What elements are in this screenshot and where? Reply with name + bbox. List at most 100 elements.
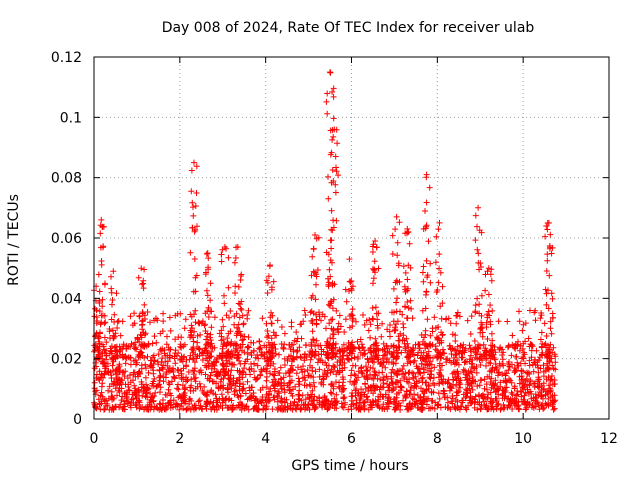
data-point [462,404,469,411]
data-point [270,329,277,336]
data-point [489,307,496,314]
data-point [481,402,488,409]
data-point [224,339,231,346]
data-point [484,336,491,342]
data-point [472,354,479,361]
data-point [474,223,480,230]
data-point [321,313,328,320]
data-point [435,226,442,233]
data-point [341,329,348,335]
data-point [542,233,549,240]
data-point [286,370,293,376]
data-point [126,387,133,393]
data-point [516,308,522,315]
data-point [320,373,327,380]
data-point [448,351,455,357]
data-point [450,354,457,361]
data-point [458,350,465,357]
data-point [143,387,150,394]
data-point [127,313,134,320]
data-point [341,385,347,392]
data-point [516,373,523,380]
data-point [327,401,334,408]
data-point [397,406,404,413]
data-point [474,295,481,302]
data-point [301,357,308,364]
data-point [492,361,499,367]
data-point [177,367,184,374]
data-point [141,301,148,308]
data-point [99,380,106,387]
data-point [348,341,355,348]
data-point [329,259,335,266]
data-point [351,371,358,378]
data-point [477,362,484,368]
data-point [195,320,202,327]
data-point [277,364,284,371]
data-point [342,286,349,293]
data-point [225,396,232,403]
data-point [115,318,122,324]
data-point [549,362,556,369]
data-point [208,324,215,331]
data-point [310,337,317,344]
data-point [373,383,379,390]
data-point [328,179,335,186]
data-point [456,379,463,386]
data-point [232,347,239,354]
data-point [251,361,257,368]
data-point [544,388,551,395]
data-point [471,404,478,411]
data-point [387,398,394,405]
data-point [482,396,489,402]
data-point [514,388,521,394]
data-point [394,239,401,246]
data-point [143,406,150,413]
data-point [176,406,183,413]
data-point [437,269,444,276]
data-point [132,344,139,351]
data-point [310,245,317,252]
data-point [549,314,556,321]
data-point [323,325,329,332]
data-point [527,307,533,314]
data-point [391,327,398,334]
data-point [545,219,552,226]
data-point [547,355,554,362]
data-point [515,406,522,413]
data-point [429,341,436,348]
data-point [507,377,514,384]
data-point [140,310,146,317]
data-point [331,281,338,288]
data-point [394,347,400,354]
data-point [131,390,138,397]
data-point [273,332,280,339]
data-point [464,372,471,379]
data-point [97,222,104,229]
data-point [120,369,127,376]
data-point [299,375,306,382]
data-point [109,404,116,411]
data-point [242,390,249,397]
data-point [150,352,157,359]
data-point [402,370,409,377]
data-point [310,374,317,381]
data-point [274,398,281,405]
data-point [239,347,245,354]
data-point [549,349,556,356]
data-point [340,341,347,348]
data-point [311,352,318,359]
data-point [288,323,295,330]
data-point [527,378,534,385]
data-point [289,392,296,399]
data-point [454,389,461,396]
data-point [483,319,490,326]
data-point [158,359,165,366]
data-point [471,378,477,385]
data-point [485,308,492,315]
data-point [330,93,337,100]
data-point [474,399,481,406]
data-point [357,336,364,343]
data-point [537,365,544,372]
data-point [325,362,332,369]
